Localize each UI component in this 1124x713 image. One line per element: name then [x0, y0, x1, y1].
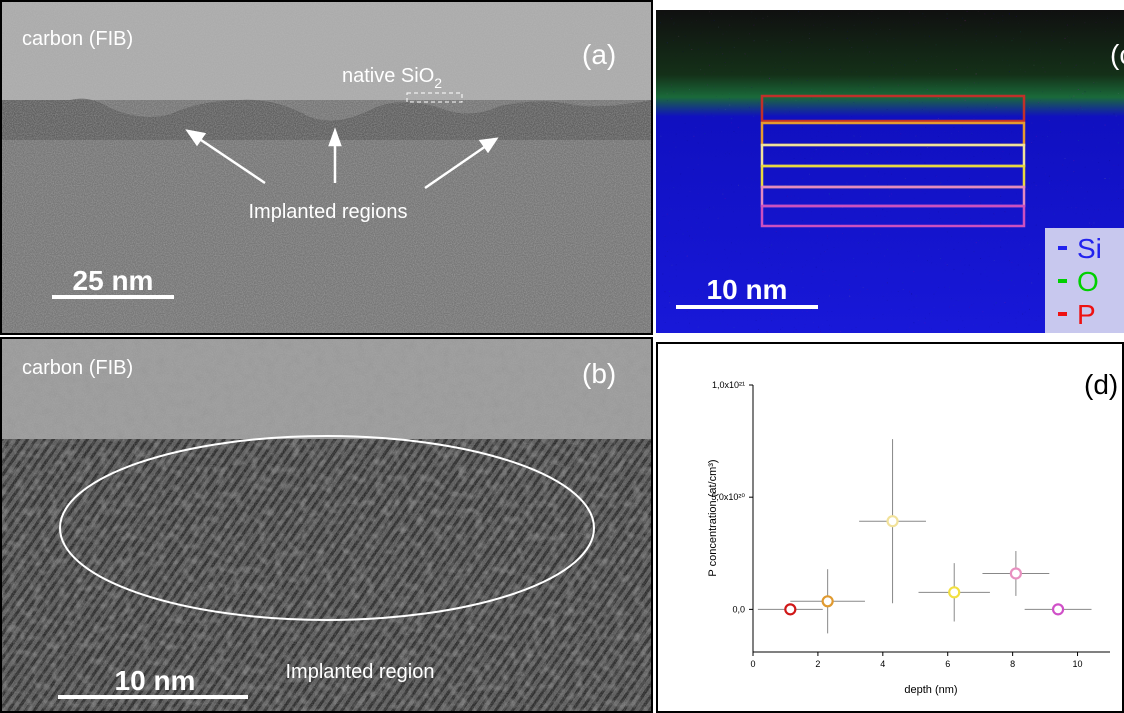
legend-label: P — [1077, 299, 1096, 330]
scale-bar — [676, 305, 818, 309]
point — [948, 586, 961, 599]
legend-swatch — [1058, 279, 1067, 283]
x-axis-label: depth (nm) — [904, 684, 957, 696]
panel-label: (a) — [582, 39, 616, 70]
panel-label: (b) — [582, 358, 616, 389]
annotation: Implanted regions — [249, 201, 408, 223]
panel-label: (d) — [1084, 369, 1118, 400]
x-tick-label: 8 — [1010, 659, 1015, 669]
oxide-label: native SiO2 — [342, 65, 442, 91]
point — [1051, 603, 1065, 616]
x-tick-label: 6 — [945, 659, 950, 669]
oxide-subscript: 2 — [434, 75, 442, 91]
layer-label: carbon (FIB) — [22, 357, 133, 379]
texture — [2, 2, 651, 333]
point — [1009, 567, 1022, 580]
point — [886, 515, 899, 528]
scale-bar — [52, 295, 174, 299]
annotation: Implanted region — [286, 661, 435, 683]
texture — [2, 339, 651, 711]
x-tick-label: 2 — [815, 659, 820, 669]
y-axis-label: P concentration (at/cm³) — [707, 459, 719, 576]
point — [821, 595, 834, 608]
arrows — [185, 127, 499, 190]
panel-a: carbon (FIB) (a) native SiO2 Implanted r… — [0, 0, 653, 335]
legend-label: O — [1077, 266, 1099, 297]
scale-bar-label: 25 nm — [73, 265, 154, 296]
y-tick-label: 5,0x10²⁰ — [711, 492, 745, 502]
oxide-box — [406, 92, 463, 103]
scale-bar-label: 10 nm — [115, 665, 196, 696]
y-tick-label: 0,0 — [732, 604, 745, 614]
depth-boxes — [760, 94, 1026, 228]
x-tick-label: 10 — [1073, 659, 1083, 669]
scale-bar-label: 10 nm — [707, 274, 788, 305]
legend-swatch — [1058, 312, 1067, 316]
scale-bar — [58, 695, 248, 699]
point — [784, 603, 797, 616]
legend-swatch — [1058, 246, 1067, 250]
legend-label: Si — [1077, 233, 1102, 264]
region-outline — [59, 435, 595, 621]
layer-label: carbon (FIB) — [22, 28, 133, 50]
panel-label: (c) — [1110, 39, 1124, 70]
x-tick-label: 4 — [880, 659, 885, 669]
oxide-text: native SiO — [342, 65, 434, 87]
panel-b: carbon (FIB) (b) Implanted region 10 nm — [0, 337, 653, 713]
panel-d-frame — [656, 342, 1124, 713]
panel-d: (d) depth (nm) P concentration (at/cm³) … — [656, 342, 1124, 713]
x-tick-label: 0 — [750, 659, 755, 669]
y-tick-label: 1,0x10²¹ — [712, 380, 745, 390]
